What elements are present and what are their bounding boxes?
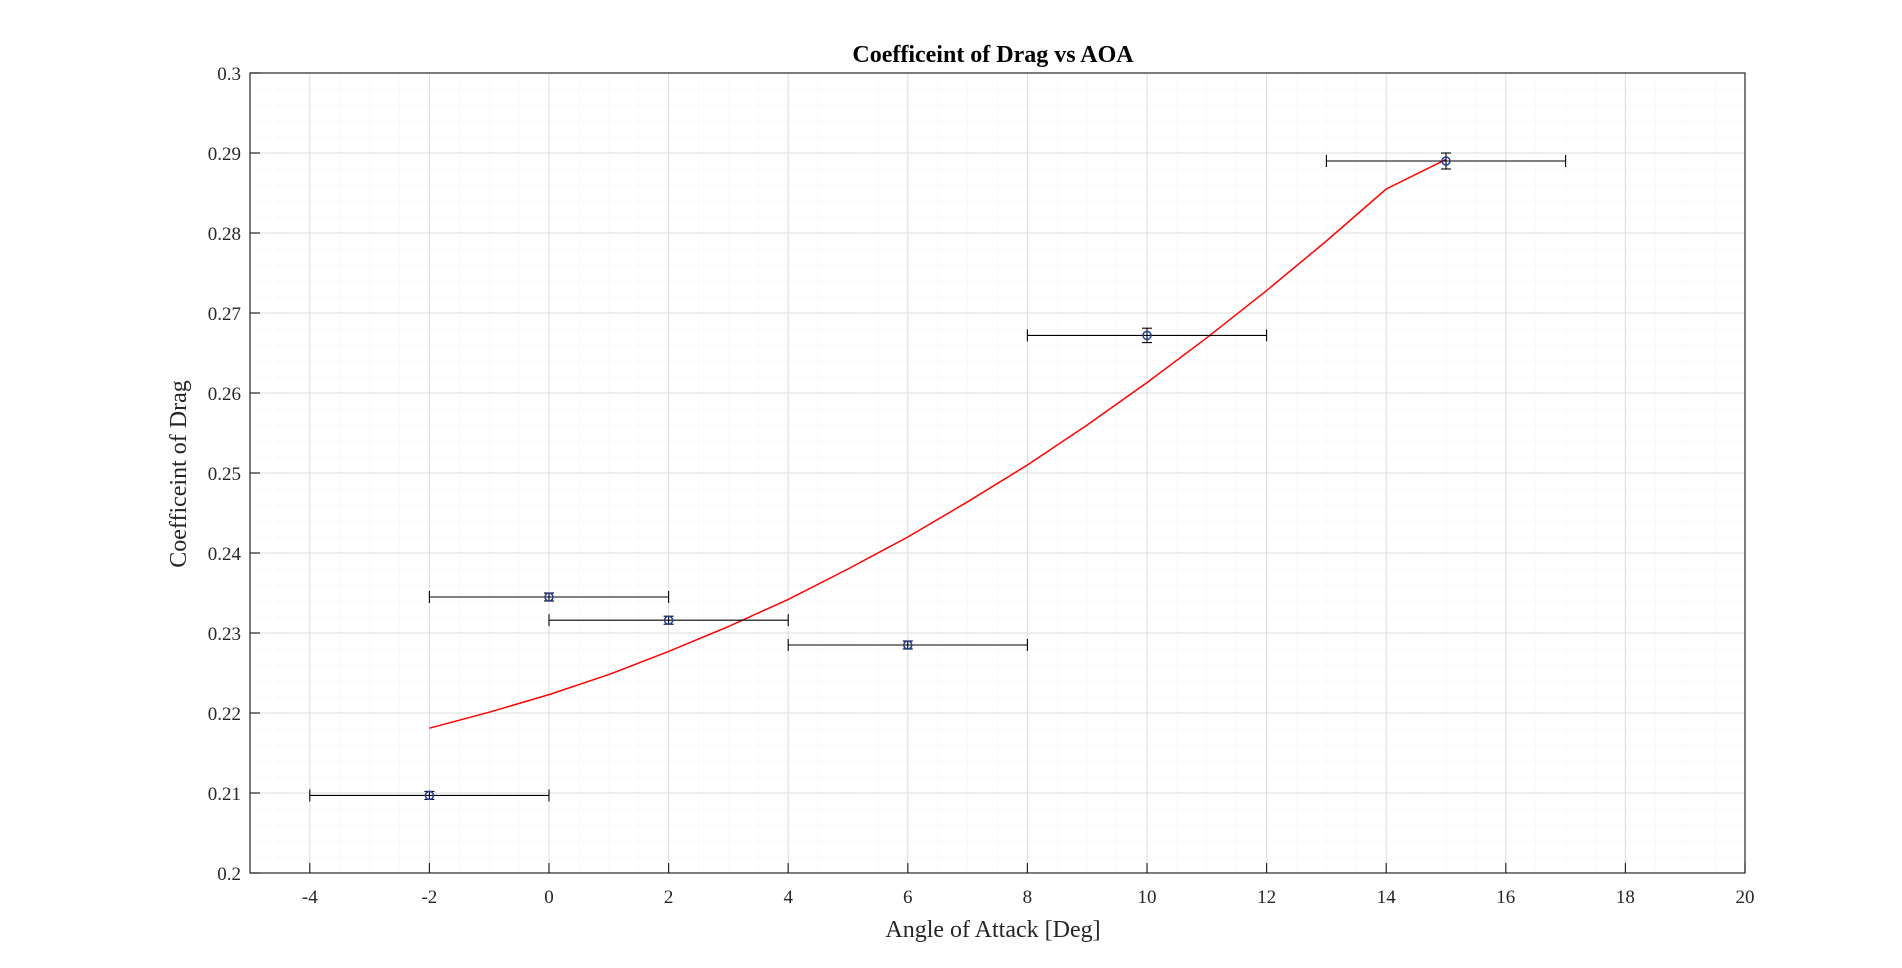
y-tick-label: 0.23 xyxy=(208,624,241,645)
x-tick-label: 18 xyxy=(1616,887,1635,908)
data-point-marker xyxy=(1441,156,1451,166)
y-axis-ticks: 0.2 0.21 0.22 0.23 0.24 0.25 0.26 0.27 0.28 0.29 0… xyxy=(208,64,260,885)
x-tick-label: -4 xyxy=(302,887,318,908)
x-tick-label: 4 xyxy=(783,887,793,908)
data-point-marker xyxy=(424,790,435,801)
x-tick-label: 14 xyxy=(1377,887,1397,908)
y-tick-label: 0.21 xyxy=(208,784,241,805)
y-tick-label: 0.27 xyxy=(208,304,241,325)
x-tick-label: 0 xyxy=(544,887,554,908)
x-tick-label: 8 xyxy=(1023,887,1033,908)
error-bars xyxy=(309,152,1567,802)
x-tick-label: 12 xyxy=(1257,887,1276,908)
data-point-marker xyxy=(1142,330,1152,341)
y-tick-label: 0.3 xyxy=(217,64,241,85)
data-point xyxy=(548,614,789,627)
x-axis-label: Angle of Attack [Deg] xyxy=(885,917,1100,943)
data-point xyxy=(1325,152,1567,170)
y-tick-label: 0.26 xyxy=(208,384,241,405)
x-tick-label: 2 xyxy=(664,887,674,908)
x-axis-ticks: -4 -2 0 2 4 6 8 10 12 14 16 18 20 xyxy=(302,863,1755,908)
data-point-marker xyxy=(663,615,674,625)
y-tick-label: 0.24 xyxy=(208,544,242,565)
data-point xyxy=(309,789,550,802)
y-tick-label: 0.28 xyxy=(208,224,241,245)
y-tick-label: 0.22 xyxy=(208,704,241,725)
y-axis-label: Coefficeint of Drag xyxy=(166,380,192,568)
fit-curve xyxy=(429,158,1447,729)
x-tick-label: 20 xyxy=(1736,887,1755,908)
data-point xyxy=(787,639,1028,651)
y-tick-label: 0.29 xyxy=(208,144,241,165)
x-tick-label: 10 xyxy=(1138,887,1157,908)
data-point-marker xyxy=(903,640,913,650)
y-tick-label: 0.25 xyxy=(208,464,241,485)
x-tick-label: 6 xyxy=(903,887,913,908)
fit-curve-line xyxy=(429,158,1447,729)
data-point xyxy=(1026,327,1268,344)
data-point-marker xyxy=(544,592,554,602)
x-tick-label: -2 xyxy=(421,887,437,908)
y-tick-label: 0.2 xyxy=(217,864,241,885)
x-tick-label: 16 xyxy=(1496,887,1515,908)
chart-title: Coefficeint of Drag vs AOA xyxy=(852,42,1134,68)
data-point xyxy=(428,591,670,603)
